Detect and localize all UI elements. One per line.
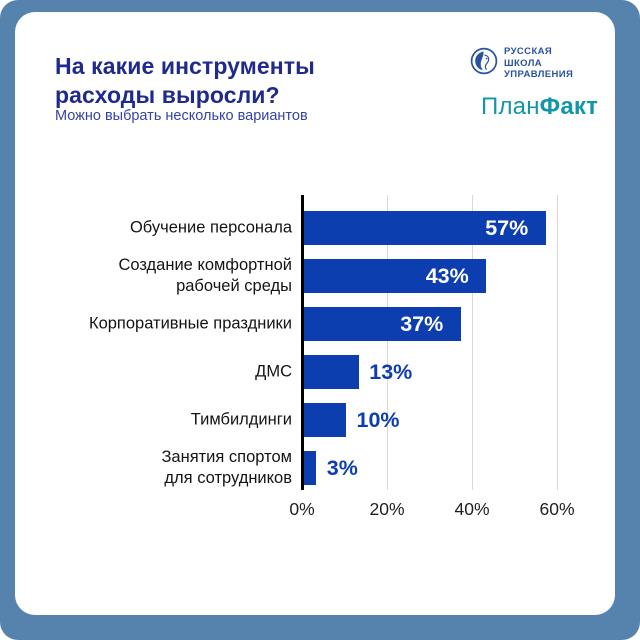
x-tick-60%: 60% <box>539 499 575 519</box>
category-label: ДМС <box>255 362 292 381</box>
planfakt-part1: План <box>481 92 540 120</box>
rsu-emblem-icon <box>470 47 498 80</box>
infographic-card: На какие инструменты расходы выросли? Мо… <box>15 12 615 615</box>
category-label: Корпоративные праздники <box>88 314 292 333</box>
rsu-line-2: ШКОЛА <box>504 57 543 69</box>
rsu-line-3: УПРАВЛЕНИЯ <box>504 69 574 80</box>
bar-57% <box>303 211 546 245</box>
x-tick-0%: 0% <box>289 499 315 519</box>
gridline-40% <box>472 195 473 490</box>
logos-block: РУССКАЯ ШКОЛА УПРАВЛЕНИЯ ПланФакт <box>470 46 615 121</box>
category-label: Обучение персонала <box>129 218 292 237</box>
rsu-logo: РУССКАЯ ШКОЛА УПРАВЛЕНИЯ <box>470 46 615 81</box>
bar-chart: 0% 20% 40% 60% Обучение персонала 57% Создание… <box>15 12 615 615</box>
bar-10% <box>303 403 346 437</box>
x-tick-20%: 20% <box>369 499 405 519</box>
category-label: Занятия спортом для сотрудников <box>161 448 292 487</box>
gridline-20% <box>387 195 388 490</box>
planfakt-logo: ПланФакт <box>481 93 615 121</box>
x-tick-40%: 40% <box>454 499 490 519</box>
value-label: 57% <box>485 216 529 240</box>
y-axis-line <box>301 195 304 490</box>
bar-3% <box>303 451 317 485</box>
value-label: 43% <box>425 264 469 288</box>
chart-title: На какие инструменты расходы выросли? <box>55 53 315 108</box>
value-label: 10% <box>356 408 400 432</box>
chart-subtitle: Можно выбрать несколько вариантов <box>55 108 308 124</box>
bar-43% <box>303 259 487 293</box>
bar-37% <box>303 307 461 341</box>
value-label: 13% <box>369 360 413 384</box>
category-label: Тимбилдинги <box>190 410 292 429</box>
planfakt-part2: Факт <box>539 92 599 120</box>
rsu-line-1: РУССКАЯ <box>504 46 553 57</box>
value-label: 37% <box>400 312 444 336</box>
value-label: 3% <box>326 456 358 480</box>
bar-13% <box>303 355 359 389</box>
rsu-logo-text: РУССКАЯ ШКОЛА УПРАВЛЕНИЯ <box>504 46 573 81</box>
gridline-60% <box>557 195 558 490</box>
category-label: Создание комфортной рабочей среды <box>118 256 292 295</box>
